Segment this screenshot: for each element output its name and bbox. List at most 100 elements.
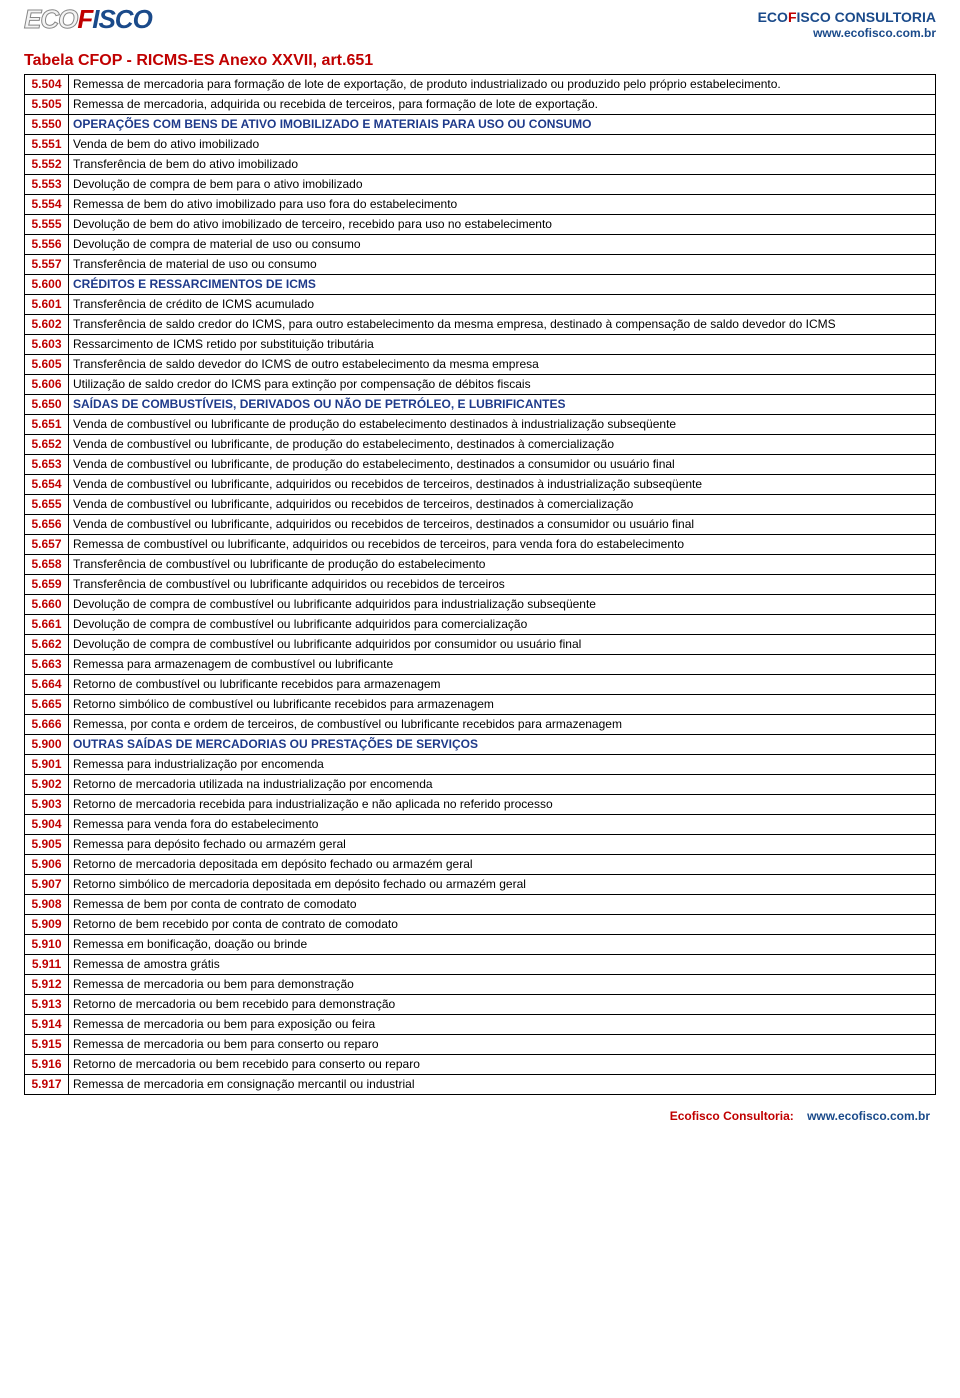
table-row: 5.605Transferência de saldo devedor do I… xyxy=(25,354,936,374)
brand-right-f: F xyxy=(788,9,797,25)
cfop-code: 5.666 xyxy=(25,714,69,734)
cfop-description: Transferência de combustível ou lubrific… xyxy=(69,554,936,574)
cfop-description: OUTRAS SAÍDAS DE MERCADORIAS OU PRESTAÇÕ… xyxy=(69,734,936,754)
cfop-description: Retorno simbólico de combustível ou lubr… xyxy=(69,694,936,714)
cfop-code: 5.654 xyxy=(25,474,69,494)
cfop-description: Remessa para armazenagem de combustível … xyxy=(69,654,936,674)
page-footer: Ecofisco Consultoria: www.ecofisco.com.b… xyxy=(24,1109,936,1123)
cfop-description: Devolução de compra de combustível ou lu… xyxy=(69,594,936,614)
cfop-description: Remessa de bem do ativo imobilizado para… xyxy=(69,194,936,214)
cfop-description: Remessa, por conta e ordem de terceiros,… xyxy=(69,714,936,734)
table-row: 5.654Venda de combustível ou lubrificant… xyxy=(25,474,936,494)
cfop-code: 5.901 xyxy=(25,754,69,774)
cfop-code: 5.554 xyxy=(25,194,69,214)
cfop-code: 5.552 xyxy=(25,154,69,174)
cfop-code: 5.664 xyxy=(25,674,69,694)
table-row: 5.653Venda de combustível ou lubrificant… xyxy=(25,454,936,474)
logo-left: ECOFISCO xyxy=(24,8,152,31)
brand-right-suffix: ISCO CONSULTORIA xyxy=(797,9,937,25)
table-row: 5.600CRÉDITOS E RESSARCIMENTOS DE ICMS xyxy=(25,274,936,294)
cfop-code: 5.504 xyxy=(25,74,69,94)
cfop-code: 5.904 xyxy=(25,814,69,834)
cfop-code: 5.602 xyxy=(25,314,69,334)
cfop-description: Venda de combustível ou lubrificante, ad… xyxy=(69,494,936,514)
cfop-code: 5.902 xyxy=(25,774,69,794)
cfop-code: 5.603 xyxy=(25,334,69,354)
cfop-code: 5.665 xyxy=(25,694,69,714)
cfop-code: 5.657 xyxy=(25,534,69,554)
cfop-description: Remessa para industrialização por encome… xyxy=(69,754,936,774)
table-row: 5.656Venda de combustível ou lubrificant… xyxy=(25,514,936,534)
cfop-description: Remessa para depósito fechado ou armazém… xyxy=(69,834,936,854)
cfop-description: Transferência de combustível ou lubrific… xyxy=(69,574,936,594)
cfop-code: 5.659 xyxy=(25,574,69,594)
table-row: 5.900OUTRAS SAÍDAS DE MERCADORIAS OU PRE… xyxy=(25,734,936,754)
cfop-description: Remessa de bem por conta de contrato de … xyxy=(69,894,936,914)
cfop-description: Transferência de material de uso ou cons… xyxy=(69,254,936,274)
cfop-description: Venda de combustível ou lubrificante, ad… xyxy=(69,474,936,494)
table-row: 5.911Remessa de amostra grátis xyxy=(25,954,936,974)
cfop-code: 5.606 xyxy=(25,374,69,394)
cfop-code: 5.651 xyxy=(25,414,69,434)
cfop-description: Utilização de saldo credor do ICMS para … xyxy=(69,374,936,394)
cfop-code: 5.906 xyxy=(25,854,69,874)
cfop-code: 5.907 xyxy=(25,874,69,894)
cfop-description: Venda de combustível ou lubrificante de … xyxy=(69,414,936,434)
cfop-code: 5.915 xyxy=(25,1034,69,1054)
cfop-code: 5.917 xyxy=(25,1074,69,1094)
table-row: 5.912Remessa de mercadoria ou bem para d… xyxy=(25,974,936,994)
cfop-code: 5.909 xyxy=(25,914,69,934)
header-right: ECOFISCO CONSULTORIA www.ecofisco.com.br xyxy=(758,8,936,42)
table-row: 5.603Ressarcimento de ICMS retido por su… xyxy=(25,334,936,354)
cfop-code: 5.900 xyxy=(25,734,69,754)
cfop-description: Retorno de mercadoria recebida para indu… xyxy=(69,794,936,814)
table-row: 5.661Devolução de compra de combustível … xyxy=(25,614,936,634)
cfop-description: Remessa de mercadoria, adquirida ou rece… xyxy=(69,94,936,114)
table-row: 5.664Retorno de combustível ou lubrifica… xyxy=(25,674,936,694)
table-row: 5.665Retorno simbólico de combustível ou… xyxy=(25,694,936,714)
cfop-code: 5.908 xyxy=(25,894,69,914)
table-row: 5.902Retorno de mercadoria utilizada na … xyxy=(25,774,936,794)
cfop-code: 5.903 xyxy=(25,794,69,814)
table-row: 5.901Remessa para industrialização por e… xyxy=(25,754,936,774)
table-row: 5.666Remessa, por conta e ordem de terce… xyxy=(25,714,936,734)
cfop-code: 5.555 xyxy=(25,214,69,234)
table-row: 5.551Venda de bem do ativo imobilizado xyxy=(25,134,936,154)
cfop-description: Venda de combustível ou lubrificante, de… xyxy=(69,454,936,474)
table-row: 5.554Remessa de bem do ativo imobilizado… xyxy=(25,194,936,214)
cfop-description: Remessa para venda fora do estabelecimen… xyxy=(69,814,936,834)
logo-text: ECOFISCO xyxy=(24,8,152,31)
footer-url: www.ecofisco.com.br xyxy=(807,1109,930,1123)
cfop-code: 5.650 xyxy=(25,394,69,414)
logo-isco: ISCO xyxy=(92,4,152,34)
table-row: 5.657Remessa de combustível ou lubrifica… xyxy=(25,534,936,554)
cfop-code: 5.656 xyxy=(25,514,69,534)
cfop-code: 5.658 xyxy=(25,554,69,574)
cfop-description: Remessa de combustível ou lubrificante, … xyxy=(69,534,936,554)
cfop-code: 5.655 xyxy=(25,494,69,514)
cfop-description: Remessa em bonificação, doação ou brinde xyxy=(69,934,936,954)
table-row: 5.917Remessa de mercadoria em consignaçã… xyxy=(25,1074,936,1094)
table-row: 5.650SAÍDAS DE COMBUSTÍVEIS, DERIVADOS O… xyxy=(25,394,936,414)
table-row: 5.606Utilização de saldo credor do ICMS … xyxy=(25,374,936,394)
cfop-code: 5.556 xyxy=(25,234,69,254)
table-row: 5.910Remessa em bonificação, doação ou b… xyxy=(25,934,936,954)
cfop-description: Retorno de mercadoria ou bem recebido pa… xyxy=(69,994,936,1014)
table-row: 5.909Retorno de bem recebido por conta d… xyxy=(25,914,936,934)
table-row: 5.663Remessa para armazenagem de combust… xyxy=(25,654,936,674)
cfop-description: Devolução de compra de combustível ou lu… xyxy=(69,614,936,634)
cfop-description: Remessa de mercadoria para formação de l… xyxy=(69,74,936,94)
cfop-code: 5.557 xyxy=(25,254,69,274)
cfop-code: 5.662 xyxy=(25,634,69,654)
table-row: 5.662Devolução de compra de combustível … xyxy=(25,634,936,654)
cfop-code: 5.551 xyxy=(25,134,69,154)
table-row: 5.557Transferência de material de uso ou… xyxy=(25,254,936,274)
cfop-description: Retorno de mercadoria depositada em depó… xyxy=(69,854,936,874)
brand-right: ECOFISCO CONSULTORIA xyxy=(758,8,936,26)
cfop-description: OPERAÇÕES COM BENS DE ATIVO IMOBILIZADO … xyxy=(69,114,936,134)
table-row: 5.602Transferência de saldo credor do IC… xyxy=(25,314,936,334)
cfop-description: Remessa de amostra grátis xyxy=(69,954,936,974)
cfop-description: Retorno de mercadoria utilizada na indus… xyxy=(69,774,936,794)
cfop-description: SAÍDAS DE COMBUSTÍVEIS, DERIVADOS OU NÃO… xyxy=(69,394,936,414)
footer-label: Ecofisco Consultoria: xyxy=(670,1109,794,1123)
